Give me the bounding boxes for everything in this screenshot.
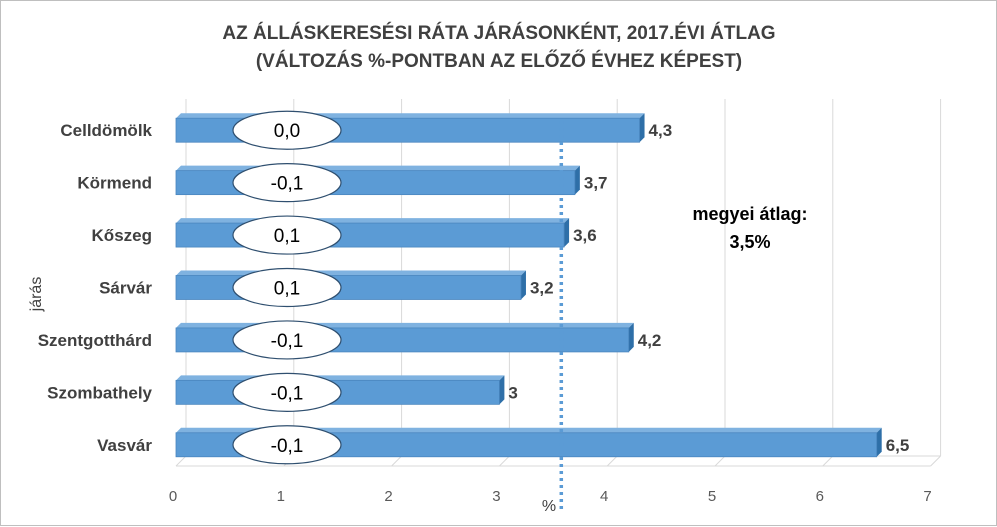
change-label: -0,1 xyxy=(271,436,304,457)
category-label: Kőszeg xyxy=(92,226,152,245)
chart-subtitle: (VÁLTOZÁS %-PONTBAN AZ ELŐZŐ ÉVHEZ KÉPES… xyxy=(256,50,742,72)
change-bubble xyxy=(232,425,342,465)
value-label: 3,2 xyxy=(530,279,554,298)
change-bubble xyxy=(232,215,342,255)
category-label: Sárvár xyxy=(99,279,152,298)
x-tick-label: 6 xyxy=(816,488,824,505)
bar xyxy=(175,270,526,300)
change-bubble xyxy=(232,267,342,308)
bar-front-face xyxy=(175,275,522,300)
change-bubble xyxy=(232,163,342,203)
bar-top-face xyxy=(176,322,634,328)
category-label: Vasvár xyxy=(97,436,152,455)
change-label: 0,1 xyxy=(274,226,300,247)
change-bubble xyxy=(232,372,342,412)
bar-side-face xyxy=(876,427,882,457)
floor-gridline xyxy=(391,455,402,467)
category-label: Körmend xyxy=(77,174,152,193)
value-label: 4,3 xyxy=(649,121,673,140)
value-label: 4,2 xyxy=(638,331,662,350)
change-bubble xyxy=(232,110,342,150)
bar-side-face xyxy=(574,165,580,195)
bar-side-face xyxy=(499,375,505,405)
bar-side-face xyxy=(564,218,570,248)
bar-top-face xyxy=(176,165,580,171)
x-tick-label: 0 xyxy=(169,488,177,505)
chart-title: AZ ÁLLÁSKERESÉSI RÁTA JÁRÁSONKÉNT, 2017.… xyxy=(222,22,775,44)
change-bubble xyxy=(232,320,342,360)
x-tick-label: 2 xyxy=(384,488,392,505)
floor-gridline xyxy=(175,455,187,467)
reference-annotation-line1: megyei átlag: xyxy=(692,204,807,224)
bar-top-face xyxy=(176,218,570,224)
value-label: 3,6 xyxy=(573,226,597,245)
value-label: 3 xyxy=(508,383,517,402)
category-label: Szombathely xyxy=(47,383,152,402)
value-label: 6,5 xyxy=(886,436,910,455)
change-label: 0,0 xyxy=(274,121,300,142)
bar-top-face xyxy=(176,270,526,276)
bar-side-face xyxy=(520,270,526,300)
floor-gridline xyxy=(822,455,834,467)
x-tick-label: 1 xyxy=(277,488,285,505)
change-label: -0,1 xyxy=(271,331,304,352)
change-label: -0,1 xyxy=(271,174,304,195)
labels: 0 1 2 3 4 5 6 7 Celldömölk 4,3 0,0 Körmend 3,7 -0,1 Kő… xyxy=(38,110,932,505)
floor-gridline xyxy=(930,455,941,467)
bar-side-face xyxy=(628,322,634,352)
floor-gridline xyxy=(606,455,618,467)
bar-side-face xyxy=(639,113,645,143)
y-axis-label: járás xyxy=(28,277,45,313)
bar-top-face xyxy=(176,427,882,433)
reference-annotation-line2: 3,5% xyxy=(729,232,770,252)
x-tick-label: 4 xyxy=(600,488,608,505)
x-tick-label: 3 xyxy=(492,488,500,505)
category-label: Szentgotthárd xyxy=(38,331,152,350)
change-label: 0,1 xyxy=(274,279,300,300)
x-tick-label: 5 xyxy=(708,488,716,505)
floor-gridline xyxy=(499,455,510,467)
category-label: Celldömölk xyxy=(60,121,152,140)
x-axis-label: % xyxy=(542,498,556,515)
x-tick-label: 7 xyxy=(923,488,931,505)
floor-gridline xyxy=(714,455,726,467)
value-label: 3,7 xyxy=(584,174,608,193)
bar-top-face xyxy=(176,375,505,381)
change-label: -0,1 xyxy=(271,383,304,404)
